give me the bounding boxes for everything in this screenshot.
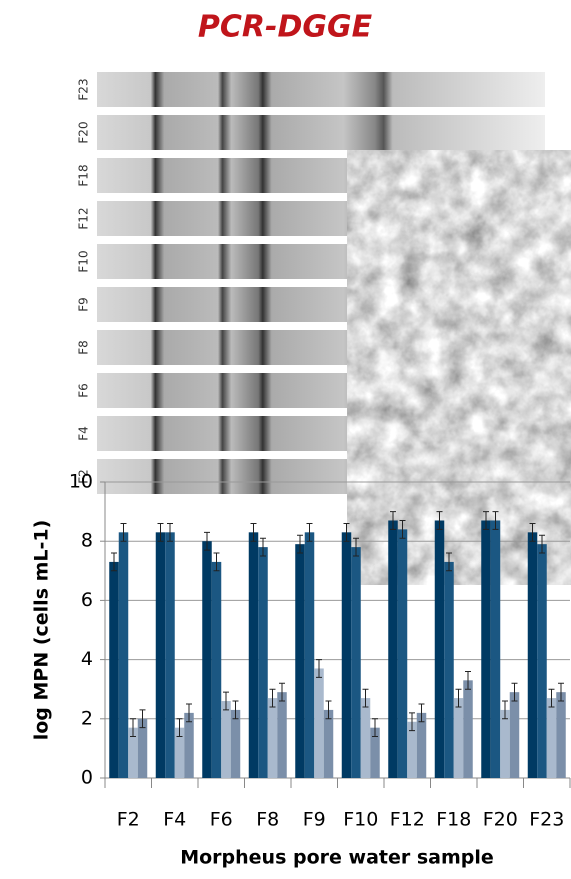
y-axis-label: log MPN (cells mL-1) xyxy=(31,520,53,741)
x-tick-label: F9 xyxy=(303,809,326,831)
bar xyxy=(109,562,119,778)
gel-lane-label: F10 xyxy=(77,250,91,272)
x-tick-label: F2 xyxy=(117,809,140,831)
bar xyxy=(249,532,259,778)
bar xyxy=(295,544,305,778)
y-tick-label: 0 xyxy=(81,767,93,789)
gel-lane xyxy=(97,72,545,107)
bar xyxy=(444,562,454,778)
gel-lane-label: F9 xyxy=(77,297,91,312)
bar xyxy=(417,713,427,778)
bar xyxy=(231,710,241,778)
bar xyxy=(388,520,398,778)
bar xyxy=(500,710,510,778)
sem-image xyxy=(347,150,571,585)
bar xyxy=(221,701,231,778)
chart: 0 2 4 6 8 10 F2 F4 F6 F8 F9 F10 F12 F18 F20 F23 xyxy=(69,471,570,831)
y-tick-label: 8 xyxy=(81,530,93,552)
bar xyxy=(165,532,175,778)
bar xyxy=(398,529,408,778)
bar xyxy=(454,698,464,778)
bar xyxy=(277,692,287,778)
gel-lane-label: F8 xyxy=(77,340,91,355)
bar xyxy=(556,692,566,778)
x-axis-label: Morpheus pore water sample xyxy=(180,847,494,869)
bar xyxy=(528,532,538,778)
bar xyxy=(202,541,212,778)
bar xyxy=(547,698,557,778)
y-tick-label: 4 xyxy=(81,648,93,670)
gel-lane-label: F4 xyxy=(77,426,91,441)
gel-lane-label: F18 xyxy=(77,164,91,186)
bar xyxy=(361,698,371,778)
x-tick-label: F4 xyxy=(163,809,186,831)
x-tick-label: F12 xyxy=(390,809,425,831)
gel-lane-label: F6 xyxy=(77,383,91,398)
gel-lane-label: F20 xyxy=(77,121,91,143)
x-tick-label: F6 xyxy=(210,809,233,831)
bar xyxy=(268,698,278,778)
bar xyxy=(481,520,491,778)
gel-lane-label: F12 xyxy=(77,207,91,229)
bar xyxy=(510,692,520,778)
x-tick-label: F18 xyxy=(436,809,471,831)
bar xyxy=(156,532,166,778)
bar xyxy=(463,680,473,778)
x-tick-label: F20 xyxy=(483,809,518,831)
x-tick-label: F10 xyxy=(343,809,378,831)
bar xyxy=(351,547,361,778)
bar xyxy=(184,713,194,778)
bar xyxy=(305,532,315,778)
gel-lane-label: F23 xyxy=(77,78,91,100)
gel-lane xyxy=(97,115,545,150)
bar xyxy=(537,544,547,778)
bar xyxy=(212,562,222,778)
x-tick-label: F23 xyxy=(529,809,564,831)
y-tick-label: 2 xyxy=(81,707,93,729)
bar xyxy=(324,710,334,778)
bar xyxy=(342,532,352,778)
figure: PCR-DGGE F23 F20 F18 F12 F10 F9 F8 F6 F4 F2 0 2 4 6 8… xyxy=(0,0,571,875)
bar xyxy=(314,668,324,778)
bar xyxy=(258,547,268,778)
gel-title: PCR-DGGE xyxy=(198,10,373,45)
bar xyxy=(491,520,501,778)
x-tick-label: F8 xyxy=(256,809,279,831)
bar xyxy=(435,520,445,778)
bar xyxy=(119,532,129,778)
y-tick-label: 10 xyxy=(69,471,93,493)
y-tick-label: 6 xyxy=(81,589,93,611)
